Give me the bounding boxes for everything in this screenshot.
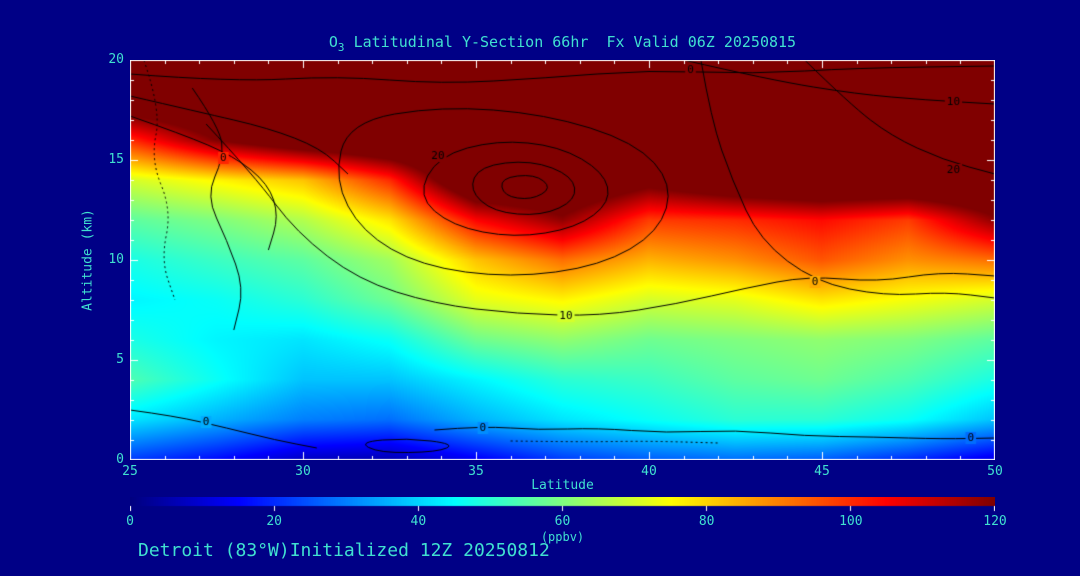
colorbar-unit-label: (ppbv) — [540, 530, 585, 544]
y-tick-label: 5 — [116, 352, 124, 367]
colorbar-tick-label: 60 — [554, 514, 571, 529]
y-tick-label: 0 — [116, 452, 124, 467]
title-species-subscript: 3 — [337, 41, 345, 54]
colorbar-tick-label: 20 — [266, 514, 282, 529]
colorbar-canvas — [130, 497, 995, 513]
colorbar-tick-label: 100 — [839, 514, 863, 529]
y-tick-label: 10 — [108, 252, 124, 267]
y-tick-label: 20 — [108, 52, 124, 67]
station-label: Detroit (83°W) — [138, 540, 290, 561]
x-axis-label: Latitude — [531, 478, 594, 493]
colorbar-tick-label: 80 — [698, 514, 715, 529]
chart-title: O3 Latitudinal Y-Section 66hr Fx Valid 0… — [130, 33, 995, 54]
x-tick-label: 50 — [987, 464, 1003, 479]
title-text: Latitudinal Y-Section 66hr Fx Valid 06Z … — [344, 33, 797, 51]
y-tick-label: 15 — [108, 152, 124, 167]
init-time-label: Initialized 12Z 20250812 — [289, 540, 550, 561]
x-tick-label: 25 — [122, 464, 138, 479]
heatmap-plot-canvas — [130, 60, 995, 460]
x-tick-label: 30 — [295, 464, 311, 479]
x-tick-label: 45 — [814, 464, 830, 479]
colorbar-tick-label: 120 — [983, 514, 1007, 529]
colorbar-tick-label: 0 — [126, 514, 134, 529]
x-tick-label: 35 — [468, 464, 484, 479]
title-species: O — [328, 33, 338, 51]
footer-text: Detroit (83°W)Initialized 12Z 20250812 — [138, 540, 550, 561]
colorbar-tick-label: 40 — [410, 514, 427, 529]
x-tick-label: 40 — [641, 464, 657, 479]
